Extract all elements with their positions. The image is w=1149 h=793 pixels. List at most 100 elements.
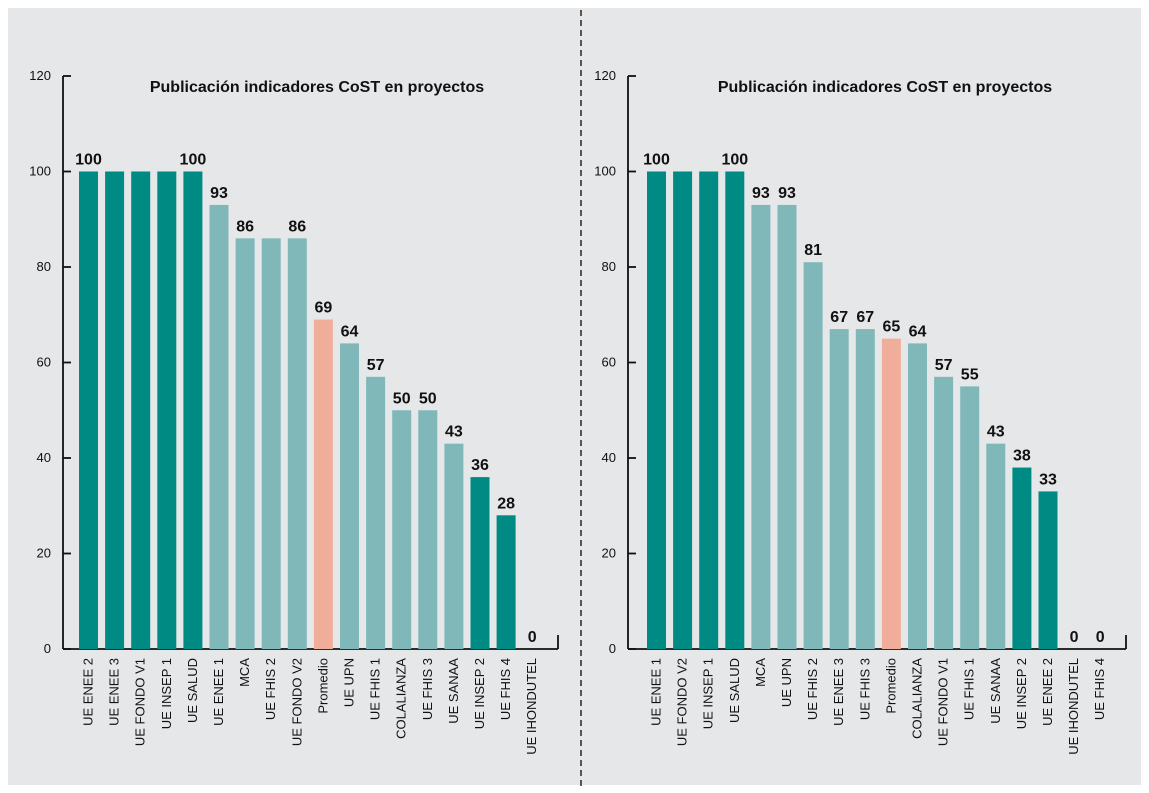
right-category-label: UE FHIS 1: [962, 658, 977, 720]
left-data-label: 43: [445, 424, 463, 441]
left-category-label: UE FONDO V2: [289, 658, 304, 746]
right-bar: [881, 338, 901, 649]
right-bar: [647, 171, 666, 649]
right-data-label: 55: [961, 366, 979, 383]
right-category-label: UE FHIS 2: [805, 658, 820, 720]
left-bar: [131, 171, 151, 649]
left-bar: [183, 171, 203, 649]
right-bar: [908, 343, 927, 649]
left-category-label: UE ENEE 1: [211, 658, 226, 726]
left-bar: [287, 238, 307, 649]
right-data-label: 0: [1096, 629, 1105, 646]
left-category-label: UE IHONDUTEL: [524, 658, 539, 755]
right-chart: Publicación indicadores CoST en proyecto…: [594, 68, 1127, 755]
right-category-label: UE SANAA: [988, 658, 1003, 724]
left-bar: [496, 515, 516, 649]
right-bar: [1012, 467, 1032, 649]
right-category-label: UE SALUD: [727, 658, 742, 723]
left-category-label: Promedio: [315, 658, 330, 714]
left-y-tick-label: 20: [37, 546, 51, 561]
right-bar: [829, 329, 849, 649]
right-data-label: 65: [883, 319, 901, 336]
left-y-tick-label: 40: [37, 450, 51, 465]
right-category-label: Promedio: [883, 658, 898, 714]
left-data-label: 50: [419, 390, 437, 407]
right-data-label: 43: [987, 424, 1005, 441]
right-category-label: UE ENEE 1: [649, 658, 664, 726]
right-data-label: 57: [935, 357, 953, 374]
left-y-tick-label: 120: [29, 68, 51, 83]
left-data-label: 93: [210, 185, 228, 202]
left-data-label: 69: [315, 300, 333, 317]
left-category-label: UE INSEP 2: [472, 658, 487, 729]
right-category-label: UE FHIS 4: [1092, 658, 1107, 720]
right-data-label: 67: [830, 309, 848, 326]
left-bar: [105, 171, 125, 649]
right-bar: [960, 386, 980, 649]
right-data-label: 100: [721, 152, 748, 169]
left-y-tick-label: 0: [44, 641, 51, 656]
right-y-tick-label: 120: [594, 68, 616, 83]
left-y-tick-label: 60: [37, 355, 51, 370]
right-bar: [986, 443, 1006, 649]
left-category-label: UE FHIS 3: [420, 658, 435, 720]
right-data-label: 81: [804, 242, 822, 259]
right-data-label: 33: [1039, 471, 1057, 488]
left-bar: [470, 477, 490, 649]
left-data-label: 100: [180, 152, 207, 169]
right-bar: [855, 329, 875, 649]
right-y-tick-label: 60: [602, 355, 616, 370]
right-category-label: UE FONDO V2: [675, 658, 690, 746]
right-category-label: MCA: [753, 658, 768, 687]
left-category-label: COLALIANZA: [394, 658, 409, 739]
left-bar: [261, 238, 281, 649]
left-data-label: 28: [497, 495, 515, 512]
right-y-tick-label: 0: [609, 641, 616, 656]
right-category-label: UE ENEE 2: [1040, 658, 1055, 726]
left-bar: [340, 343, 359, 649]
right-category-label: UE IHONDUTEL: [1066, 658, 1081, 755]
left-category-label: UE INSEP 1: [159, 658, 174, 729]
left-category-label: UE FONDO V1: [133, 658, 148, 746]
right-category-label: UE FHIS 3: [857, 658, 872, 720]
left-chart: Publicación indicadores CoST en proyecto…: [29, 68, 559, 755]
left-bar: [313, 319, 333, 649]
right-data-label: 0: [1070, 629, 1079, 646]
left-category-label: MCA: [237, 658, 252, 687]
right-data-label: 93: [752, 185, 770, 202]
right-y-tick-label: 100: [594, 164, 616, 179]
left-category-label: UE ENEE 2: [81, 658, 96, 726]
right-bar: [777, 204, 797, 650]
right-chart-title: Publicación indicadores CoST en proyecto…: [718, 79, 1052, 96]
right-category-label: UE FONDO V1: [936, 658, 951, 746]
right-bar: [751, 204, 771, 650]
left-chart-title: Publicación indicadores CoST en proyecto…: [150, 79, 484, 96]
left-data-label: 86: [236, 218, 254, 235]
left-category-label: UE SALUD: [185, 658, 200, 723]
right-bar: [1038, 491, 1058, 649]
right-data-label: 64: [909, 323, 927, 340]
left-bar: [209, 204, 229, 650]
right-category-label: COLALIANZA: [910, 658, 925, 739]
left-category-label: UE ENEE 3: [107, 658, 122, 726]
left-bar: [157, 171, 177, 649]
right-bar: [803, 262, 823, 649]
left-category-label: UE FHIS 1: [368, 658, 383, 720]
left-data-label: 100: [75, 152, 102, 169]
left-bar: [366, 376, 386, 649]
left-data-label: 86: [288, 218, 306, 235]
right-data-label: 38: [1013, 448, 1031, 465]
left-category-label: UE UPN: [342, 658, 357, 707]
right-data-label: 100: [643, 152, 670, 169]
right-bar: [699, 171, 719, 649]
right-data-label: 67: [856, 309, 874, 326]
right-bar: [934, 376, 954, 649]
right-y-tick-label: 20: [602, 546, 616, 561]
right-y-tick-label: 80: [602, 259, 616, 274]
left-data-label: 64: [341, 323, 359, 340]
right-y-tick-label: 40: [602, 450, 616, 465]
right-category-label: UE INSEP 2: [1014, 658, 1029, 729]
left-bar: [444, 443, 464, 649]
left-bar: [392, 410, 412, 649]
